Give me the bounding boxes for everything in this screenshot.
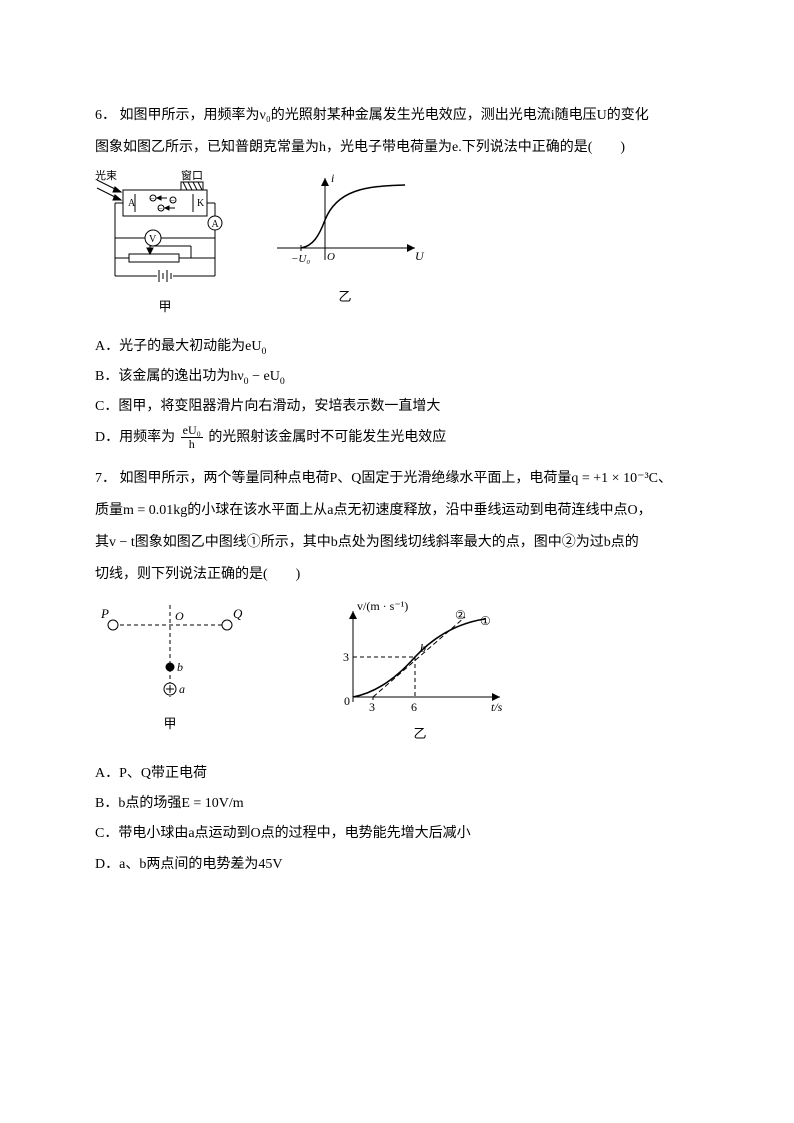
q7-fig1: P Q O b a 甲 [95, 597, 245, 739]
q6-frac-den: h [181, 438, 203, 451]
q7-stem-2: 质量m = 0.01kg的小球在该水平面上从a点无初速度释放，沿中垂线运动到电荷… [95, 495, 699, 527]
q7-figures: P Q O b a 甲 v/(m · s⁻¹) t/s [95, 597, 699, 749]
y-axis-label: i [331, 171, 334, 185]
q6-frac-num: eU₀ [181, 424, 203, 438]
q7-optA: A．P、Q带正电荷 [95, 759, 699, 789]
q6-options: A．光子的最大初动能为eU0 B．该金属的逸出功为hν0 − eU0 C．图甲，… [95, 332, 699, 452]
q7-fig2-label: 乙 [413, 719, 426, 749]
q7-fig2: v/(m · s⁻¹) t/s 3 3 6 0 b ① ② 乙 [325, 597, 515, 749]
q7-fig1-label: 甲 [163, 709, 176, 739]
q7-diagram-svg: P Q O b a [95, 597, 245, 707]
light-label: 光束 [95, 170, 117, 182]
x-axis-label: U [415, 249, 425, 263]
q6-number: 6． [95, 108, 116, 123]
q7-number: 7． [95, 471, 116, 486]
ytick-3: 3 [343, 650, 349, 664]
q7-options: A．P、Q带正电荷 B．b点的场强E = 10V/m C．带电小球由a点运动到O… [95, 759, 699, 879]
neg-u0-label: −U₀ [291, 253, 310, 265]
q6-optD-pre: D．用频率为 [95, 430, 175, 445]
vy-label: v/(m · s⁻¹) [357, 599, 408, 613]
q-label: Q [233, 606, 243, 621]
q6-stem-1: 如图甲所示，用频率为ν₀的光照射某种金属发生光电效应，测出光电流i随电压U的变化 [120, 108, 649, 123]
p-label: P [100, 606, 109, 621]
q6-fig2-label: 乙 [338, 282, 351, 312]
b-label: b [177, 660, 183, 674]
voltmeter-label: V [149, 234, 157, 245]
q6-figures: A K − − − V [95, 170, 699, 322]
q6-optB-pre: B．该金属的逸出功为hν [95, 369, 244, 384]
svg-text:−: − [150, 194, 155, 203]
window-label: 窗口 [181, 170, 203, 182]
q7-graph-svg: v/(m · s⁻¹) t/s 3 3 6 0 b ① ② [325, 597, 515, 717]
origin-label: O [327, 251, 335, 263]
xtick-6: 6 [411, 700, 417, 714]
xtick-3: 3 [369, 700, 375, 714]
q6-optB-sub2: 0 [280, 376, 285, 387]
q6-line1: 6． 如图甲所示，用频率为ν₀的光照射某种金属发生光电效应，测出光电流i随电压U… [95, 100, 699, 132]
q7-stem-4: 切线，则下列说法正确的是( ) [95, 559, 699, 591]
vx-label: t/s [491, 700, 503, 714]
q6-circuit-svg: A K − − − V [95, 170, 235, 290]
q7-line1: 7． 如图甲所示，两个等量同种点电荷P、Q固定于光滑绝缘水平面上，电荷量q = … [95, 463, 699, 495]
svg-text:−: − [170, 196, 175, 205]
q7-optC: C．带电小球由a点运动到O点的过程中，电势能先增大后减小 [95, 819, 699, 849]
a-label: a [179, 682, 185, 696]
mark-2: ② [455, 608, 466, 622]
graph-b-label: b [420, 641, 426, 655]
q6-optC: C．图甲，将变阻器滑片向右滑动，安培表示数一直增大 [95, 392, 699, 422]
origin: 0 [344, 694, 350, 708]
svg-text:−: − [158, 204, 163, 213]
q6-graph-svg: U i −U₀ O [265, 170, 425, 280]
q6-frac: eU₀ h [181, 424, 203, 450]
q6-optD-post: 的光照射该金属时不可能发生光电效应 [208, 430, 446, 445]
mark-1: ① [480, 614, 491, 628]
q6-fig1: A K − − − V [95, 170, 235, 322]
q6-optB-post: − eU [249, 369, 280, 384]
q6-fig1-label: 甲 [158, 292, 171, 322]
q6-line2: 图象如图乙所示，已知普朗克常量为h，光电子带电荷量为e.下列说法中正确的是( ) [95, 132, 699, 164]
q6-fig2: U i −U₀ O 乙 [265, 170, 425, 312]
q7-optD: D．a、b两点间的电势差为45V [95, 850, 699, 880]
q6-optA-pre: A．光子的最大初动能为eU [95, 339, 261, 354]
q6-optA-sub: 0 [261, 346, 266, 357]
q7-stem-1: 如图甲所示，两个等量同种点电荷P、Q固定于光滑绝缘水平面上，电荷量q = +1 … [120, 471, 673, 486]
q7-optB: B．b点的场强E = 10V/m [95, 789, 699, 819]
q7-stem-3: 其v − t图象如图乙中图线①所示，其中b点处为图线切线斜率最大的点，图中②为过… [95, 527, 699, 559]
electrode-K: K [197, 198, 205, 209]
ammeter-label: A [212, 219, 220, 230]
o-label: O [175, 609, 184, 623]
